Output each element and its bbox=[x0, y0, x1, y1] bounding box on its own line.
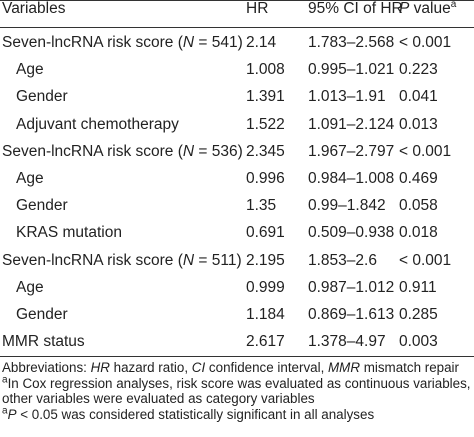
row-variable: Seven-lncRNA risk score (N = 536) bbox=[2, 138, 243, 165]
header-variables: Variables bbox=[2, 0, 66, 17]
row-variable: Gender bbox=[16, 306, 68, 323]
row-p: 0.223 bbox=[399, 61, 438, 79]
row-hr: 1.008 bbox=[246, 61, 285, 79]
table-header-rule bbox=[0, 27, 474, 28]
row-n-label: N bbox=[182, 34, 195, 51]
row-hr: 2.195 bbox=[246, 251, 285, 269]
row-variable: Gender bbox=[16, 197, 68, 215]
row-variable: Seven-lncRNA risk score (N = 541) bbox=[2, 29, 243, 56]
row-p: < 0.001 bbox=[399, 34, 452, 51]
row-n-value: = 541) bbox=[194, 34, 243, 51]
row-variable: Age bbox=[16, 61, 44, 79]
row-variable-text: Seven-lncRNA risk score ( bbox=[2, 34, 183, 51]
header-ci: 95% CI of HR bbox=[308, 0, 403, 17]
row-hr: 1.35 bbox=[246, 197, 277, 215]
row-ci: 1.967–2.797 bbox=[308, 142, 395, 160]
row-p: 0.041 bbox=[399, 88, 438, 106]
row-hr: 0.999 bbox=[246, 278, 285, 296]
row-hr: 1.522 bbox=[246, 115, 285, 133]
row-variable: Age bbox=[16, 278, 44, 296]
row-variable: Adjuvant chemotherapy bbox=[16, 115, 179, 133]
row-p: 0.911 bbox=[399, 278, 437, 296]
row-variable: Seven-lncRNA risk score (N = 511) bbox=[2, 247, 242, 274]
row-variable: Age bbox=[16, 170, 44, 187]
row-p: < 0.001 bbox=[399, 142, 452, 160]
row-ci: 1.091–2.124 bbox=[308, 115, 395, 133]
table-row: Age 0.999 0.987–1.012 0.911 bbox=[0, 274, 474, 301]
table-row: Seven-lncRNA risk score (N = 536) 2.345 … bbox=[0, 138, 474, 165]
row-ci: 0.987–1.012 bbox=[308, 278, 395, 296]
row-ci: 0.995–1.021 bbox=[308, 61, 395, 79]
row-n-value: = 511) bbox=[194, 251, 242, 269]
header-p-value: P valuea bbox=[399, 0, 456, 26]
table-row: Age 0.996 0.984–1.008 0.469 bbox=[0, 165, 474, 192]
row-ci: 0.99–1.842 bbox=[308, 197, 386, 215]
row-variable-text: Seven-lncRNA risk score ( bbox=[2, 142, 183, 160]
row-p: 0.013 bbox=[399, 115, 438, 133]
row-variable: KRAS mutation bbox=[16, 224, 122, 242]
row-ci: 0.509–0.938 bbox=[308, 224, 395, 242]
row-p: 0.018 bbox=[399, 224, 438, 242]
row-ci: 1.013–1.91 bbox=[308, 88, 386, 106]
row-variable-text: Seven-lncRNA risk score ( bbox=[2, 251, 183, 269]
row-hr: 2.14 bbox=[246, 34, 277, 51]
row-ci: 1.783–2.568 bbox=[308, 34, 395, 51]
table-row: KRAS mutation 0.691 0.509–0.938 0.018 bbox=[0, 219, 474, 246]
table-row: Adjuvant chemotherapy 1.522 1.091–2.124 … bbox=[0, 111, 474, 138]
row-n-value: = 536) bbox=[194, 142, 243, 160]
table-top-rule bbox=[0, 0, 474, 1]
row-n-label: N bbox=[182, 251, 195, 269]
row-hr: 0.691 bbox=[246, 224, 285, 242]
row-ci: 0.869–1.613 bbox=[308, 306, 395, 323]
table-row: Seven-lncRNA risk score (N = 541) 2.14 1… bbox=[0, 29, 474, 56]
table-row: Age 1.008 0.995–1.021 0.223 bbox=[0, 56, 474, 83]
row-variable: Gender bbox=[16, 88, 68, 106]
row-ci: 1.853–2.6 bbox=[308, 251, 377, 269]
header-hr: HR bbox=[246, 0, 269, 17]
table-row: Gender 1.391 1.013–1.91 0.041 bbox=[0, 83, 474, 110]
row-hr: 0.996 bbox=[246, 170, 285, 187]
row-p: 0.285 bbox=[399, 306, 438, 323]
header-p-italic: P bbox=[399, 0, 410, 17]
row-hr: 1.184 bbox=[246, 306, 285, 323]
row-hr: 1.391 bbox=[246, 88, 285, 106]
row-p: 0.469 bbox=[399, 170, 438, 187]
row-p: < 0.001 bbox=[399, 251, 452, 269]
row-n-label: N bbox=[182, 142, 195, 160]
table-row: Seven-lncRNA risk score (N = 511) 2.195 … bbox=[0, 247, 474, 274]
table-header-row: Variables HR 95% CI of HR P valuea bbox=[0, 0, 474, 26]
header-p-sup: a bbox=[450, 0, 457, 10]
row-ci: 0.984–1.008 bbox=[308, 170, 395, 187]
table-row: Gender 1.184 0.869–1.613 0.285 bbox=[0, 301, 474, 328]
row-hr: 2.345 bbox=[246, 142, 285, 160]
row-p: 0.058 bbox=[399, 197, 438, 215]
header-p-rest: value bbox=[409, 0, 451, 17]
table-row: Gender 1.35 0.99–1.842 0.058 bbox=[0, 192, 474, 219]
